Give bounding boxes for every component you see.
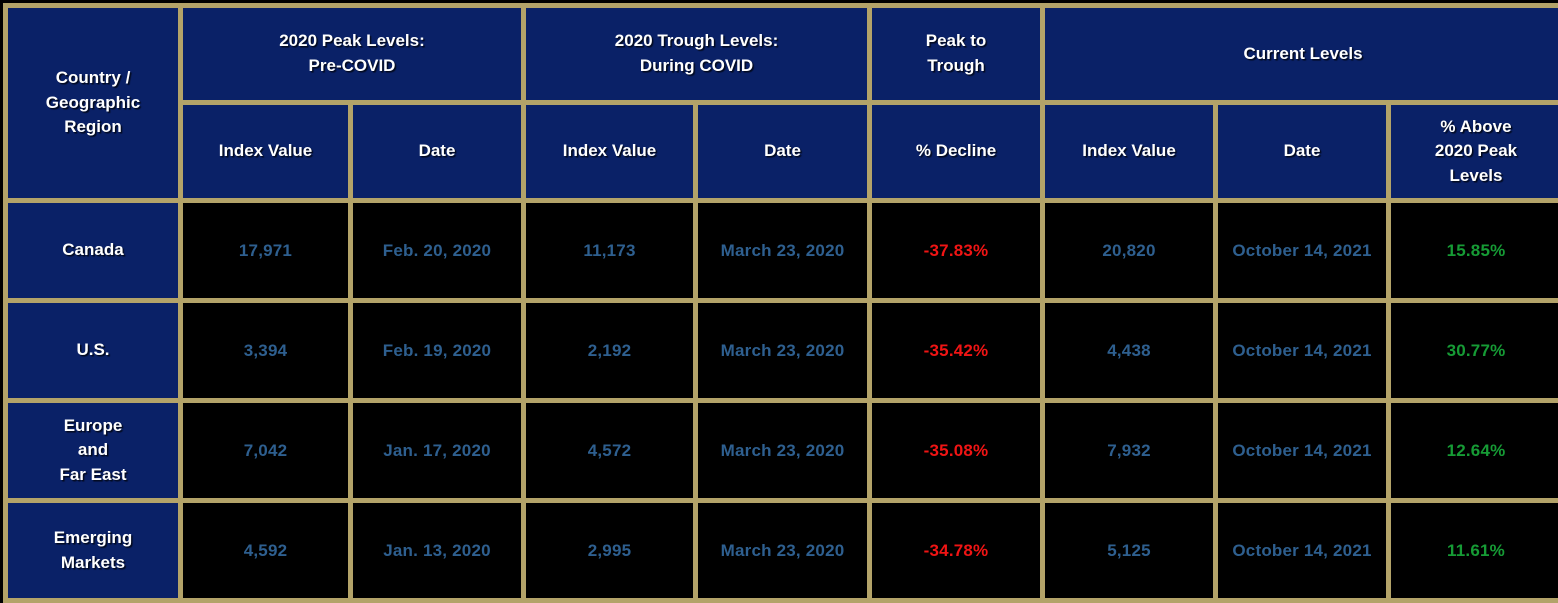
region-name-cell: Canada (6, 201, 181, 301)
percent-above-cell: 11.61% (1389, 501, 1558, 601)
header-peak-levels: 2020 Peak Levels: Pre-COVID (181, 6, 524, 103)
subheader-peak-index-value: Index Value (181, 103, 351, 201)
trough-index-cell: 4,572 (524, 401, 696, 501)
percent-decline-cell: -35.08% (870, 401, 1043, 501)
percent-above-cell: 12.64% (1389, 401, 1558, 501)
header-sub-row: Index Value Date Index Value Date % Decl… (6, 103, 1558, 201)
peak-index-cell: 7,042 (181, 401, 351, 501)
header-country-region: Country / Geographic Region (6, 6, 181, 201)
peak-date-cell: Feb. 19, 2020 (351, 301, 524, 401)
subheader-trough-date: Date (696, 103, 870, 201)
current-index-cell: 4,438 (1043, 301, 1216, 401)
percent-decline-cell: -37.83% (870, 201, 1043, 301)
current-index-cell: 5,125 (1043, 501, 1216, 601)
current-date-cell: October 14, 2021 (1216, 301, 1389, 401)
trough-index-cell: 11,173 (524, 201, 696, 301)
header-trough-levels: 2020 Trough Levels: During COVID (524, 6, 870, 103)
trough-date-cell: March 23, 2020 (696, 401, 870, 501)
percent-above-cell: 30.77% (1389, 301, 1558, 401)
region-name-cell: Emerging Markets (6, 501, 181, 601)
table-row-us: U.S. 3,394 Feb. 19, 2020 2,192 March 23,… (6, 301, 1558, 401)
subheader-trough-index-value: Index Value (524, 103, 696, 201)
region-name-cell: Europe and Far East (6, 401, 181, 501)
trough-index-cell: 2,192 (524, 301, 696, 401)
region-name-cell: U.S. (6, 301, 181, 401)
header-group-row: Country / Geographic Region 2020 Peak Le… (6, 6, 1558, 103)
table-row-europe-far-east: Europe and Far East 7,042 Jan. 17, 2020 … (6, 401, 1558, 501)
percent-decline-cell: -34.78% (870, 501, 1043, 601)
header-current-levels: Current Levels (1043, 6, 1558, 103)
table-row-canada: Canada 17,971 Feb. 20, 2020 11,173 March… (6, 201, 1558, 301)
current-date-cell: October 14, 2021 (1216, 501, 1389, 601)
percent-decline-cell: -35.42% (870, 301, 1043, 401)
header-peak-to-trough: Peak to Trough (870, 6, 1043, 103)
peak-index-cell: 17,971 (181, 201, 351, 301)
current-date-cell: October 14, 2021 (1216, 401, 1389, 501)
trough-index-cell: 2,995 (524, 501, 696, 601)
covid-market-levels-table: Country / Geographic Region 2020 Peak Le… (3, 3, 1558, 603)
peak-index-cell: 3,394 (181, 301, 351, 401)
current-date-cell: October 14, 2021 (1216, 201, 1389, 301)
table-row-emerging-markets: Emerging Markets 4,592 Jan. 13, 2020 2,9… (6, 501, 1558, 601)
subheader-percent-decline: % Decline (870, 103, 1043, 201)
peak-date-cell: Jan. 13, 2020 (351, 501, 524, 601)
trough-date-cell: March 23, 2020 (696, 201, 870, 301)
subheader-peak-date: Date (351, 103, 524, 201)
peak-date-cell: Jan. 17, 2020 (351, 401, 524, 501)
peak-index-cell: 4,592 (181, 501, 351, 601)
peak-date-cell: Feb. 20, 2020 (351, 201, 524, 301)
percent-above-cell: 15.85% (1389, 201, 1558, 301)
trough-date-cell: March 23, 2020 (696, 301, 870, 401)
subheader-current-date: Date (1216, 103, 1389, 201)
subheader-current-index-value: Index Value (1043, 103, 1216, 201)
current-index-cell: 20,820 (1043, 201, 1216, 301)
current-index-cell: 7,932 (1043, 401, 1216, 501)
subheader-percent-above-peak: % Above 2020 Peak Levels (1389, 103, 1558, 201)
trough-date-cell: March 23, 2020 (696, 501, 870, 601)
